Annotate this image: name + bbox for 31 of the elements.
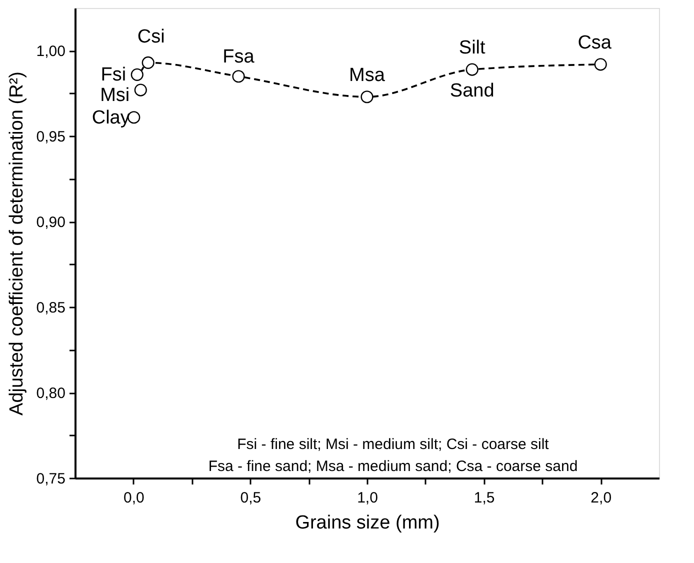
annotation: Fsa - fine sand; Msa - medium sand; Csa - coarse sand	[208, 458, 578, 475]
y-tick-label: 0,85	[36, 300, 66, 317]
y-tick-label: 0,75	[36, 470, 66, 488]
annotation: Sand	[450, 80, 494, 102]
point	[130, 68, 144, 81]
y-tick-label: 0,95	[36, 128, 66, 146]
y-tick-label: 1,00	[36, 43, 66, 60]
point	[360, 90, 374, 104]
point	[142, 56, 154, 69]
x-tick-label: 1,0	[357, 490, 378, 506]
y-axis-title: Adjusted coefficient of determination (R²)	[6, 72, 28, 416]
point	[594, 58, 607, 71]
y-tick-label: 0,80	[36, 385, 66, 402]
x-tick-label: 2,0	[590, 490, 612, 506]
x-axis-title: Grains size (mm)	[295, 512, 440, 534]
annotation: Fsi - fine silt; Msi - medium silt; Csi - coarse silt	[237, 436, 550, 453]
x-tick-label: 0,0	[123, 490, 144, 506]
annotation: Clay	[92, 107, 130, 128]
point	[466, 63, 478, 76]
y-tick-label: 0,90	[36, 214, 66, 232]
x-tick-label: 0,5	[240, 490, 262, 506]
annotation: Csi	[137, 26, 165, 48]
point	[232, 70, 245, 83]
annotation: Msa	[349, 64, 386, 86]
point	[134, 84, 147, 96]
annotation: Msi	[100, 85, 130, 106]
annotation: Csa	[578, 32, 612, 54]
annotation: Fsa	[222, 46, 255, 68]
x-tick-label: 1,5	[474, 490, 495, 506]
annotation: Silt	[458, 38, 486, 59]
annotation: Fsi	[100, 64, 126, 86]
